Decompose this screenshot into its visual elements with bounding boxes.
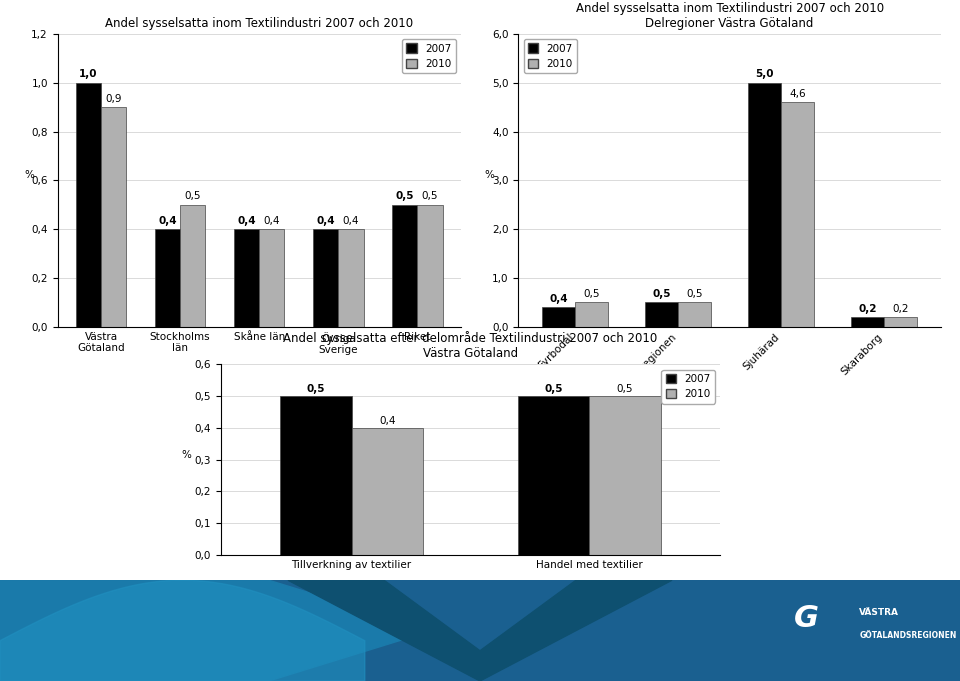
Text: 0,4: 0,4 bbox=[158, 216, 177, 226]
Text: 0,2: 0,2 bbox=[858, 304, 876, 314]
Bar bbox=[76, 83, 101, 327]
Bar bbox=[180, 205, 205, 327]
Bar bbox=[748, 83, 781, 327]
Text: 0,5: 0,5 bbox=[653, 289, 671, 299]
Bar bbox=[781, 102, 814, 327]
Title: Andel sysselsatta efter delområde Textilindustri 2007 och 2010
Västra Götaland: Andel sysselsatta efter delområde Textil… bbox=[283, 332, 658, 360]
Legend: 2007, 2010: 2007, 2010 bbox=[661, 370, 715, 404]
Text: 4,6: 4,6 bbox=[789, 89, 805, 99]
Polygon shape bbox=[0, 580, 365, 681]
Text: 0,4: 0,4 bbox=[549, 294, 568, 304]
Text: 0,5: 0,5 bbox=[584, 289, 600, 299]
Text: 0,4: 0,4 bbox=[264, 216, 280, 226]
Bar bbox=[589, 396, 660, 555]
Text: VÄSTRA: VÄSTRA bbox=[859, 608, 900, 617]
Legend: 2007, 2010: 2007, 2010 bbox=[402, 39, 456, 74]
Bar bbox=[234, 229, 259, 327]
Bar bbox=[101, 108, 127, 327]
Text: 0,5: 0,5 bbox=[306, 384, 325, 394]
Text: 0,5: 0,5 bbox=[421, 191, 438, 202]
Polygon shape bbox=[0, 580, 432, 681]
Bar bbox=[259, 229, 284, 327]
Text: 0,9: 0,9 bbox=[106, 94, 122, 104]
Text: 0,5: 0,5 bbox=[686, 289, 703, 299]
Bar bbox=[884, 317, 917, 327]
Title: Andel sysselsatta inom Textilindustri 2007 och 2010: Andel sysselsatta inom Textilindustri 20… bbox=[106, 17, 413, 30]
Text: 0,5: 0,5 bbox=[616, 384, 634, 394]
Text: 0,5: 0,5 bbox=[544, 384, 563, 394]
Bar bbox=[351, 428, 422, 555]
Bar bbox=[313, 229, 338, 327]
Bar bbox=[645, 302, 678, 327]
Legend: 2007, 2010: 2007, 2010 bbox=[523, 39, 577, 74]
Text: 0,4: 0,4 bbox=[379, 415, 396, 426]
Bar bbox=[575, 302, 608, 327]
Text: 0,4: 0,4 bbox=[237, 216, 256, 226]
Text: 0,4: 0,4 bbox=[343, 216, 359, 226]
Bar bbox=[280, 396, 351, 555]
Text: G: G bbox=[794, 604, 819, 633]
Text: 0,5: 0,5 bbox=[184, 191, 201, 202]
Bar bbox=[678, 302, 711, 327]
Y-axis label: %: % bbox=[180, 449, 191, 460]
Y-axis label: %: % bbox=[24, 170, 35, 180]
Bar bbox=[852, 317, 884, 327]
Text: 5,0: 5,0 bbox=[756, 69, 774, 80]
Text: 0,4: 0,4 bbox=[316, 216, 335, 226]
Polygon shape bbox=[288, 580, 672, 681]
Text: 1,0: 1,0 bbox=[79, 69, 98, 80]
Bar bbox=[418, 205, 443, 327]
Bar bbox=[518, 396, 589, 555]
Title: Andel sysselsatta inom Textilindustri 2007 och 2010
Delregioner Västra Götaland: Andel sysselsatta inom Textilindustri 20… bbox=[576, 2, 883, 30]
Text: 0,2: 0,2 bbox=[893, 304, 909, 314]
Y-axis label: %: % bbox=[484, 170, 493, 180]
Bar bbox=[542, 307, 575, 327]
Bar bbox=[392, 205, 418, 327]
Text: 0,5: 0,5 bbox=[396, 191, 414, 202]
Bar bbox=[155, 229, 180, 327]
Text: GÖTALANDSREGIONEN: GÖTALANDSREGIONEN bbox=[859, 631, 956, 640]
Bar bbox=[338, 229, 364, 327]
